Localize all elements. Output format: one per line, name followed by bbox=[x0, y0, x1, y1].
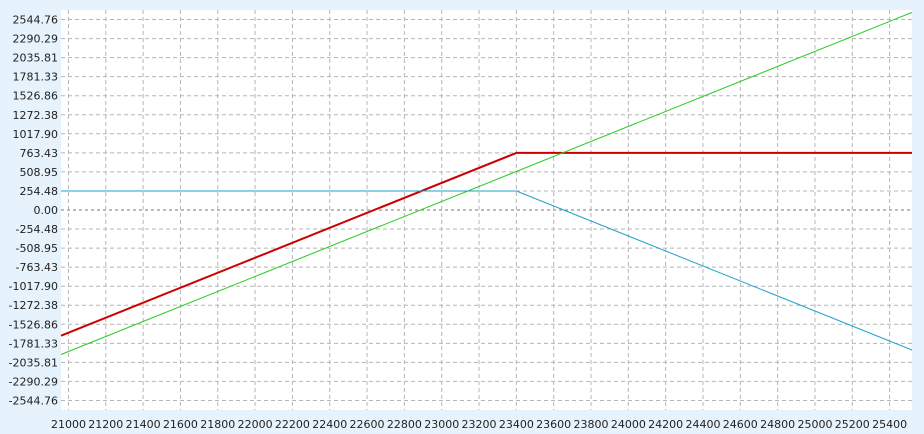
y-tick-label: -508.95 bbox=[16, 242, 58, 255]
x-tick-label: 22600 bbox=[350, 418, 385, 431]
x-tick-label: 24600 bbox=[723, 418, 758, 431]
series-group bbox=[60, 11, 913, 355]
x-tick-label: 25200 bbox=[835, 418, 870, 431]
x-tick-label: 23800 bbox=[574, 418, 609, 431]
x-tick-label: 21400 bbox=[126, 418, 161, 431]
y-tick-label: 1526.86 bbox=[13, 90, 59, 103]
x-tick-label: 24000 bbox=[611, 418, 646, 431]
y-tick-label: -254.48 bbox=[16, 223, 58, 236]
x-tick-label: 21200 bbox=[88, 418, 123, 431]
x-tick-label: 23000 bbox=[424, 418, 459, 431]
y-tick-label: -2290.29 bbox=[9, 375, 58, 388]
x-tick-label: 24400 bbox=[685, 418, 720, 431]
y-tick-label: 1272.38 bbox=[13, 109, 59, 122]
series-line-1 bbox=[60, 151, 912, 337]
x-tick-label: 23200 bbox=[462, 418, 497, 431]
y-tick-label: 2035.81 bbox=[13, 52, 59, 65]
y-tick-label: -763.43 bbox=[16, 261, 58, 274]
x-tick-label: 24800 bbox=[760, 418, 795, 431]
y-tick-label: -1272.38 bbox=[9, 299, 58, 312]
x-tick-label: 25400 bbox=[872, 418, 907, 431]
x-tick-label: 21800 bbox=[200, 418, 235, 431]
x-tick-label: 22800 bbox=[387, 418, 422, 431]
y-tick-label: 1781.33 bbox=[13, 71, 59, 84]
y-tick-label: -2035.81 bbox=[9, 356, 58, 369]
y-tick-label: -2544.76 bbox=[9, 394, 58, 407]
y-axis-ticks: 2544.76 2290.29 2035.81 1781.33 1526.86 1272.… bbox=[9, 14, 58, 408]
y-tick-label: -1526.86 bbox=[9, 318, 58, 331]
x-tick-label: 24200 bbox=[648, 418, 683, 431]
y-tick-label: 763.43 bbox=[20, 147, 59, 160]
grid bbox=[61, 10, 912, 410]
x-tick-label: 21600 bbox=[163, 418, 198, 431]
x-tick-label: 22400 bbox=[312, 418, 347, 431]
y-tick-label: -1017.90 bbox=[9, 280, 58, 293]
y-tick-label: 0.00 bbox=[34, 204, 59, 217]
x-tick-label: 23600 bbox=[536, 418, 571, 431]
y-tick-label: 1017.90 bbox=[13, 128, 59, 141]
x-tick-label: 21000 bbox=[51, 418, 86, 431]
y-tick-label: 508.95 bbox=[20, 166, 59, 179]
y-tick-label: -1781.33 bbox=[9, 337, 58, 350]
x-tick-label: 22000 bbox=[238, 418, 273, 431]
x-tick-label: 23400 bbox=[499, 418, 534, 431]
x-axis-ticks: 21000 21200 21400 21600 21800 22000 22200 22400… bbox=[51, 418, 907, 431]
series-line-3 bbox=[61, 190, 913, 351]
y-tick-label: 254.48 bbox=[20, 185, 59, 198]
x-tick-label: 22200 bbox=[275, 418, 310, 431]
series-line-2 bbox=[60, 11, 913, 355]
y-tick-label: 2544.76 bbox=[13, 14, 59, 27]
y-tick-label: 2290.29 bbox=[13, 33, 59, 46]
x-tick-label: 25000 bbox=[797, 418, 832, 431]
